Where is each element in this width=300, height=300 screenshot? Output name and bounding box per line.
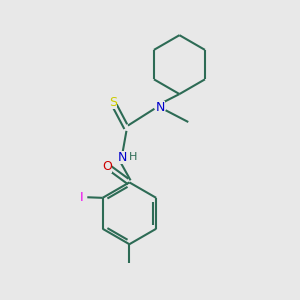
Text: N: N — [156, 101, 165, 114]
Text: S: S — [109, 96, 117, 110]
Text: O: O — [102, 160, 112, 173]
Text: I: I — [80, 191, 83, 204]
Text: H: H — [129, 152, 137, 162]
Text: N: N — [117, 151, 127, 164]
